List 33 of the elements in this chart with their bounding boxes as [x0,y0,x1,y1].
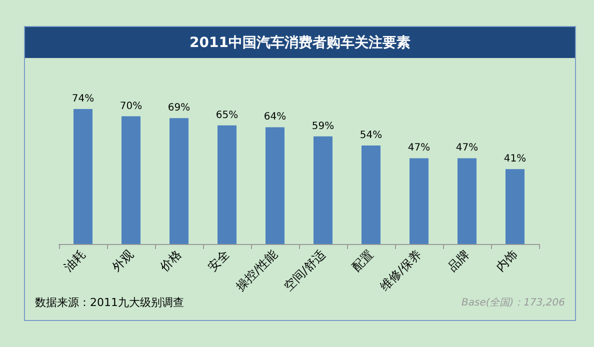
x-tick-label: 外观 [109,247,136,274]
data-label: 74% [72,93,94,104]
x-tick-label: 价格 [156,247,184,275]
bar [314,136,332,244]
x-tick-label: 配置 [349,247,376,274]
bar [362,145,380,244]
bar [266,127,284,244]
bar [506,169,524,244]
x-tick-label: 油耗 [61,247,88,274]
data-label: 65% [216,110,238,121]
text: Base(全国)：173,206 [461,296,566,308]
x-tick-label: 内饰 [493,247,520,274]
bar [170,118,188,244]
data-label: 47% [408,142,430,154]
bar [122,116,140,244]
data-label: 59% [312,120,334,132]
data-label: 70% [120,100,142,112]
x-tick-label: 空间/舒适 [281,247,328,294]
bar [410,158,428,244]
data-label: 54% [360,130,382,141]
source-note: 数据来源：2011九大级别调查 [35,296,184,309]
x-tick-label: 品牌 [445,247,472,274]
x-tick-label: 维修/保养 [377,247,424,294]
data-label: 64% [264,112,286,123]
data-label: 47% [456,142,478,154]
bar [458,158,476,244]
x-tick-label: 操控/性能 [233,247,280,294]
bar [218,125,236,244]
chart-title: 2011中国汽车消费者购车关注要素 [25,27,575,58]
x-tick-label: 安全 [205,247,232,274]
data-label: 41% [504,154,526,165]
data-label: 69% [168,102,190,114]
bar [74,108,92,244]
